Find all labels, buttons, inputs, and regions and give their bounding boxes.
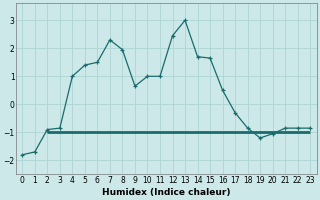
X-axis label: Humidex (Indice chaleur): Humidex (Indice chaleur): [102, 188, 230, 197]
